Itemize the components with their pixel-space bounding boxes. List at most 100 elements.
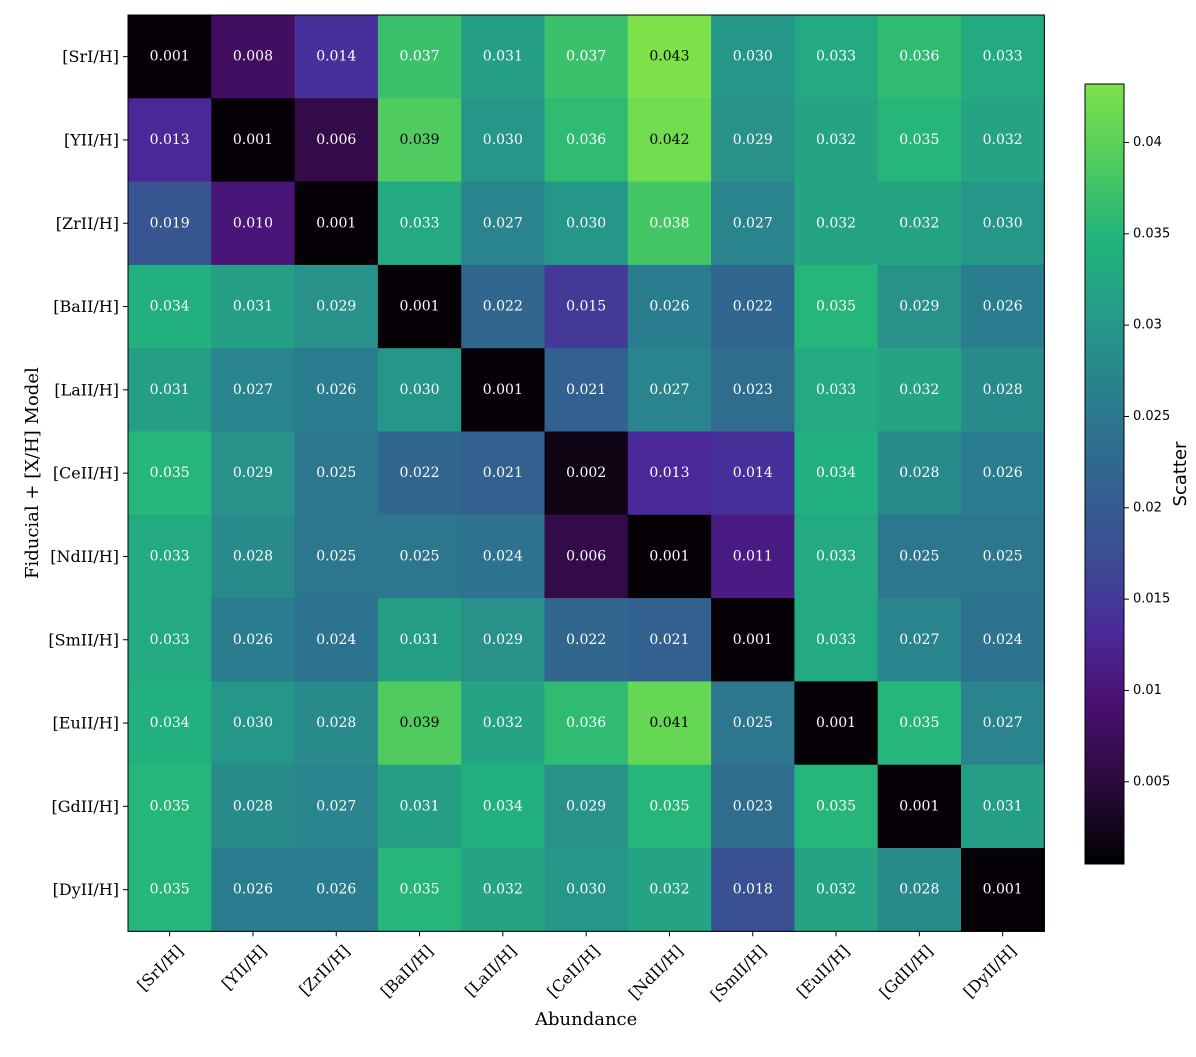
heatmap-cell [461,98,546,183]
y-tick-label: [SmII/H] [48,630,119,649]
heatmap-cell [211,514,296,599]
x-tick-label: [EuII/H] [793,941,853,1001]
heatmap-cell [128,181,212,266]
y-tick-label: [EuII/H] [53,714,119,733]
cell-value-label: 0.014 [733,465,773,481]
colorbar-ticks: 0.005 0.01 0.015 0.02 0.025 0.03 0.035 0.04 [1124,135,1170,789]
colorbar-title: Scatter [1170,441,1191,507]
heatmap-cell [711,514,795,599]
y-tick-label: [NdII/H] [50,547,119,566]
heatmap-cell [461,848,546,932]
cell-value-label: 0.030 [983,215,1023,231]
cell-value-label: 0.033 [816,382,856,398]
heatmap-cell [711,264,795,349]
heatmap-cell [377,98,462,183]
heatmap-cell [211,764,296,849]
x-tick-label: [NdII/H] [625,941,687,1003]
heatmap-cell [211,848,296,932]
heatmap-cell [877,598,962,682]
heatmap-cell [711,98,795,183]
heatmap-cell [711,181,795,266]
heatmap-cell [461,764,546,849]
cell-value-label: 0.032 [816,215,856,231]
cell-value-label: 0.034 [150,299,190,315]
cell-value-label: 0.033 [150,548,190,564]
cell-value-label: 0.030 [483,132,523,148]
heatmap-cell [794,848,879,932]
cell-value-label: 0.036 [899,49,939,65]
heatmap-cell [377,181,462,266]
heatmap-cell [211,15,296,99]
cell-value-label: 0.001 [483,382,523,398]
heatmap-cell [711,431,795,516]
cell-value-label: 0.027 [649,382,689,398]
cell-value-label: 0.014 [316,49,356,65]
x-axis-ticks: [SrI/H] [YII/H] [ZrII/H] [BaII/H] [LaII/H] [C… [133,931,1020,1005]
colorbar-tick-label: 0.015 [1133,592,1170,607]
heatmap-cell [128,598,212,682]
heatmap-cell [128,431,212,516]
cell-value-label: 0.028 [233,548,273,564]
colorbar-gradient [1084,83,1125,865]
colorbar-tick-label: 0.04 [1133,135,1162,150]
heatmap-cell [461,514,546,599]
y-tick-label: [GdII/H] [52,797,120,816]
heatmap-cell [294,264,379,349]
heatmap-cell [877,431,962,516]
x-tick-label: [GdII/H] [875,941,936,1002]
heatmap-cell [461,431,546,516]
cell-value-label: 0.030 [733,49,773,65]
cell-value-label: 0.031 [400,798,440,814]
cell-value-label: 0.033 [816,632,856,648]
cell-value-label: 0.031 [233,299,273,315]
heatmap-cell [128,514,212,599]
cell-value-label: 0.035 [649,798,689,814]
heatmap-cell [877,264,962,349]
cell-value-label: 0.033 [816,49,856,65]
cell-value-label: 0.022 [733,299,773,315]
cell-value-label: 0.032 [816,132,856,148]
heatmap-cell [377,431,462,516]
cell-value-label: 0.022 [400,465,440,481]
heatmap-cell [544,98,629,183]
heatmap-cell [461,264,546,349]
heatmap-cell [794,598,879,682]
cell-value-label: 0.029 [233,465,273,481]
y-tick-label: [SrI/H] [62,47,119,66]
y-tick-label: [BaII/H] [53,297,119,316]
heatmap-cell [544,15,629,99]
cell-value-label: 0.021 [649,632,689,648]
cell-value-label: 0.028 [233,798,273,814]
heatmap-cell [294,598,379,682]
x-axis-title: Abundance [534,1009,637,1030]
cell-value-label: 0.026 [649,299,689,315]
cell-value-label: 0.026 [316,382,356,398]
heatmap-cell [794,348,879,433]
heatmap-cell [794,181,879,266]
cell-value-label: 0.006 [566,548,606,564]
heatmap-cell [294,764,379,849]
heatmap-cell [877,15,962,99]
cell-value-label: 0.033 [983,49,1023,65]
cell-value-label: 0.028 [899,465,939,481]
cell-value-label: 0.030 [566,882,606,898]
x-tick-label: [YII/H] [218,941,270,993]
cell-value-label: 0.031 [150,382,190,398]
heatmap-cell [377,348,462,433]
x-tick-label: [CeII/H] [543,941,603,1001]
cell-value-label: 0.013 [649,465,689,481]
heatmap-cell [627,848,712,932]
heatmap-cell [128,348,212,433]
heatmap-cell [961,431,1045,516]
cell-value-label: 0.021 [483,465,523,481]
colorbar-tick-label: 0.01 [1133,683,1162,698]
heatmap-cell [211,181,296,266]
cell-value-label: 0.001 [899,798,939,814]
heatmap-cell [294,348,379,433]
heatmap-cell [461,181,546,266]
cell-value-label: 0.032 [483,715,523,731]
heatmap-cell [544,681,629,766]
heatmap-cell [877,98,962,183]
cell-value-label: 0.036 [566,715,606,731]
heatmap-cell [961,181,1045,266]
